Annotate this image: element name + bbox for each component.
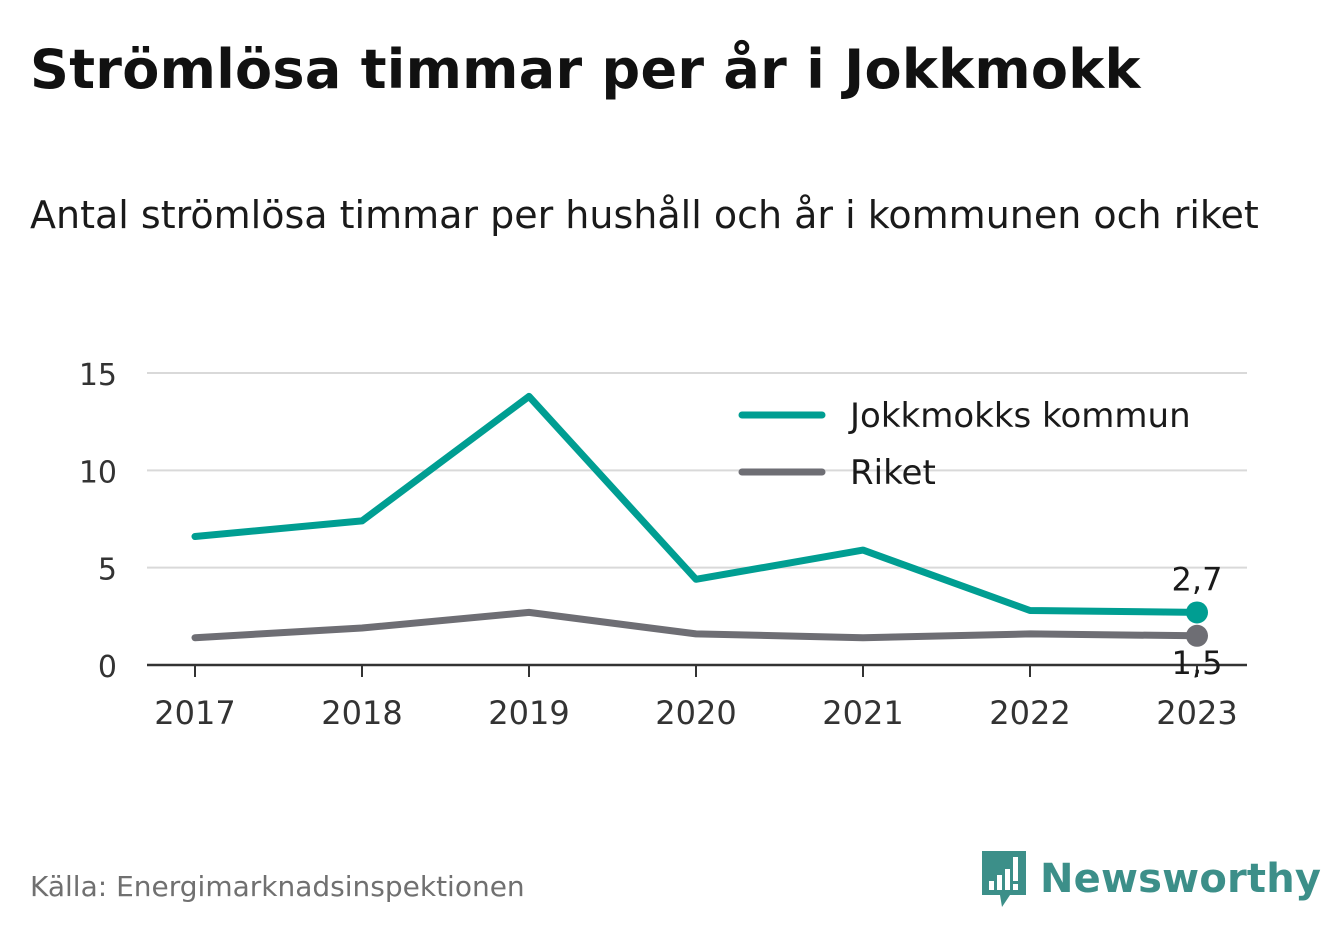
x-tick-label: 2022 (989, 694, 1070, 732)
x-tick-label: 2019 (488, 694, 569, 732)
x-tick-label: 2020 (655, 694, 736, 732)
x-tick-label: 2017 (154, 694, 235, 732)
x-tick-label: 2021 (822, 694, 903, 732)
source-note: Källa: Energimarknadsinspektionen (30, 870, 525, 903)
end-value-label-0: 2,7 (1172, 560, 1223, 598)
legend-label-1: Riket (850, 453, 936, 493)
x-tick-label: 2023 (1156, 694, 1237, 732)
series-end-point-0 (1186, 601, 1208, 624)
series-end-point-1 (1186, 624, 1208, 647)
y-tick-label: 15 (79, 358, 117, 393)
chart-subtitle: Antal strömlösa timmar per hushåll och å… (30, 193, 1259, 237)
legend-label-0: Jokkmokks kommun (848, 396, 1191, 436)
y-tick-label: 0 (98, 650, 117, 685)
x-tick-label: 2018 (321, 694, 402, 732)
end-value-label-1: 1,5 (1172, 644, 1223, 682)
brand-name: Newsworthy (1040, 856, 1322, 902)
series-line-0 (191, 392, 1201, 616)
chart-title: Strömlösa timmar per år i Jokkmokk (30, 38, 1141, 101)
y-tick-label: 10 (79, 455, 117, 490)
newsworthy-logo-icon (982, 851, 1026, 907)
y-tick-label: 5 (98, 553, 117, 588)
series-line-1 (191, 608, 1201, 642)
brand-logo[interactable]: Newsworthy (980, 848, 1321, 910)
